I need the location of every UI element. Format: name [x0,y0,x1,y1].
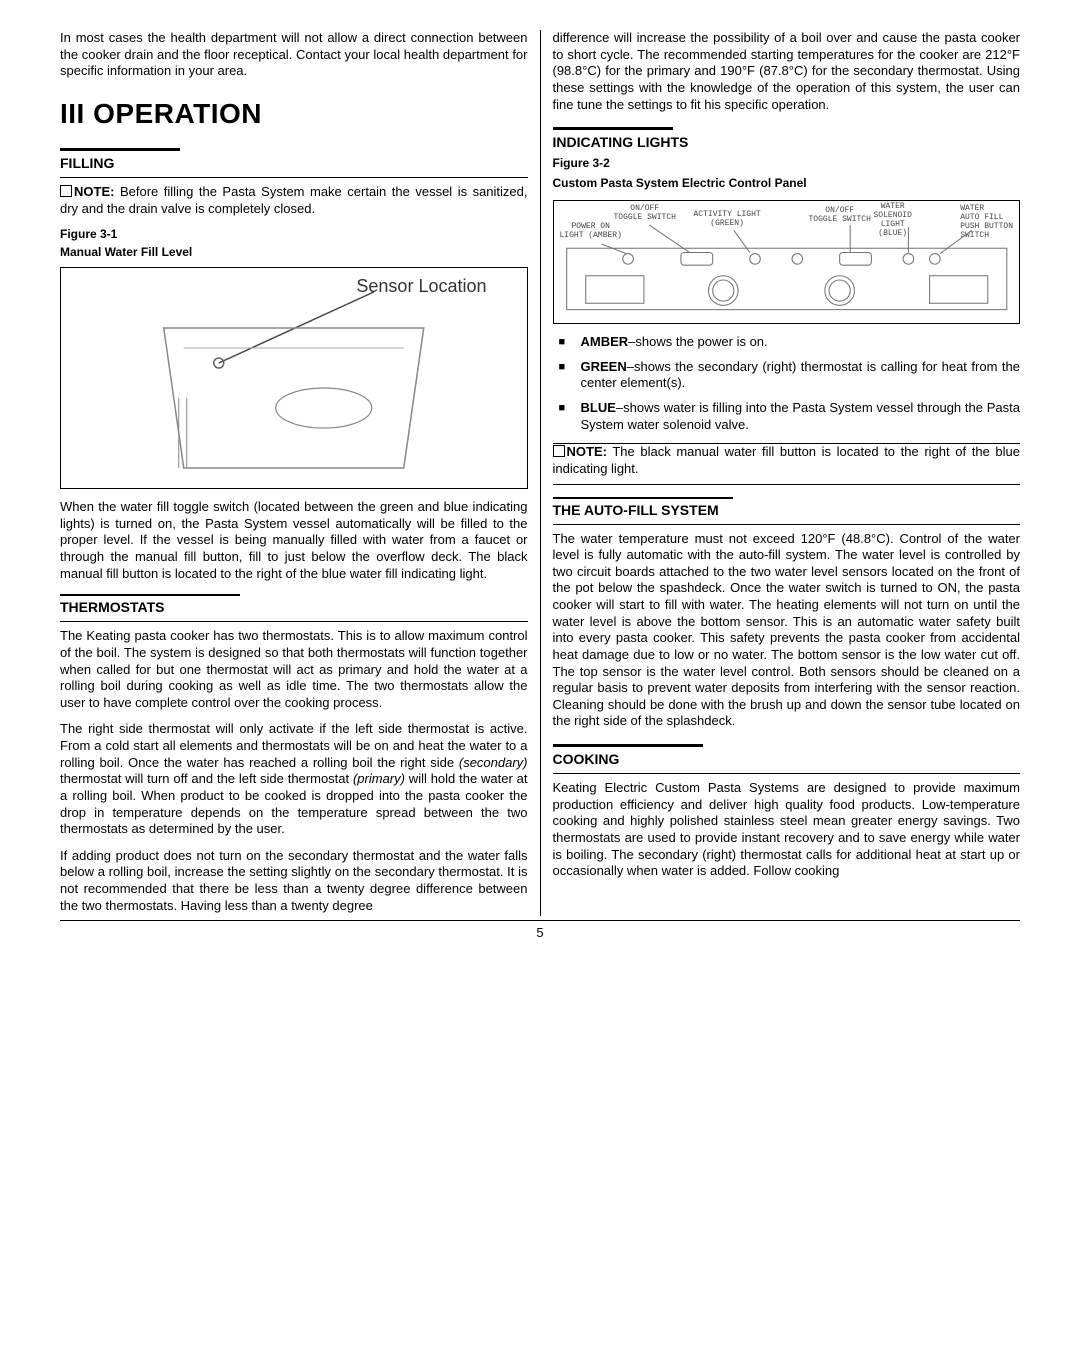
thermostats-para-1: The Keating pasta cooker has two thermos… [60,628,528,711]
italic-text: (primary) [353,771,405,786]
divider [553,127,673,130]
intro-paragraph: In most cases the health department will… [60,30,528,80]
amber-label: AMBER [581,334,629,349]
note-text: The black manual water fill button is lo… [553,444,1021,476]
cooking-heading: COOKING [553,751,1021,767]
note-label: NOTE: [74,184,114,199]
page-number: 5 [536,925,543,940]
autofill-paragraph: The water temperature must not exceed 12… [553,531,1021,731]
main-heading: III OPERATION [60,98,528,130]
indicating-note: NOTE: The black manual water fill button… [553,444,1021,484]
figure-3-1-label: Figure 3-1 [60,227,528,241]
left-column: In most cases the health department will… [60,30,541,916]
indicator-light-list: AMBER–shows the power is on. GREEN–shows… [553,334,1021,433]
blue-text: –shows water is filling into the Pasta S… [581,400,1021,432]
checkbox-icon [60,185,72,197]
figure-3-2-subtitle: Custom Pasta System Electric Control Pan… [553,176,1021,190]
right-column: difference will increase the possibility… [541,30,1021,916]
list-item: GREEN–shows the secondary (right) thermo… [553,359,1021,392]
page: In most cases the health department will… [0,0,1080,950]
list-item: BLUE–shows water is filling into the Pas… [553,400,1021,433]
figure-3-1-image: Sensor Location [60,267,528,489]
thermostats-heading: THERMOSTATS [60,599,528,615]
continuation-paragraph: difference will increase the possibility… [553,30,1021,113]
checkbox-icon [553,445,565,457]
note-label: NOTE: [567,444,607,459]
blue-label: BLUE [581,400,616,415]
divider [60,594,240,596]
two-column-layout: In most cases the health department will… [60,30,1020,916]
divider [553,497,733,499]
divider [60,148,180,151]
sensor-location-label: Sensor Location [356,276,486,297]
green-text: –shows the secondary (right) thermostat … [581,359,1021,391]
note-text: Before filling the Pasta System make cer… [60,184,528,216]
thin-divider [60,621,528,622]
filling-heading: FILLING [60,155,528,171]
divider [553,744,703,747]
filling-para-1: When the water fill toggle switch (locat… [60,499,528,582]
italic-text: (secondary) [459,755,528,770]
cooking-paragraph: Keating Electric Custom Pasta Systems ar… [553,780,1021,880]
thermostats-para-3: If adding product does not turn on the s… [60,848,528,915]
thin-divider [553,524,1021,525]
indicating-lights-heading: INDICATING LIGHTS [553,134,1021,150]
vessel-diagram-icon [61,268,527,488]
figure-3-1-subtitle: Manual Water Fill Level [60,245,528,259]
figure-3-2-label: Figure 3-2 [553,156,1021,170]
green-label: GREEN [581,359,627,374]
filling-note: NOTE: Before filling the Pasta System ma… [60,184,528,217]
list-item: AMBER–shows the power is on. [553,334,1021,351]
page-footer: 5 [60,920,1020,940]
autofill-heading: THE AUTO-FILL SYSTEM [553,502,1021,518]
thin-divider [60,177,528,178]
figure-3-2-image: ON/OFF TOGGLE SWITCH ACTIVITY LIGHT (GRE… [553,200,1021,324]
thermostats-para-2: The right side thermostat will only acti… [60,721,528,837]
thin-divider [553,773,1021,774]
text: The right side thermostat will only acti… [60,721,528,769]
control-panel-diagram-icon [554,201,1020,323]
amber-text: –shows the power is on. [628,334,767,349]
text: thermostat will turn off and the left si… [60,771,353,786]
